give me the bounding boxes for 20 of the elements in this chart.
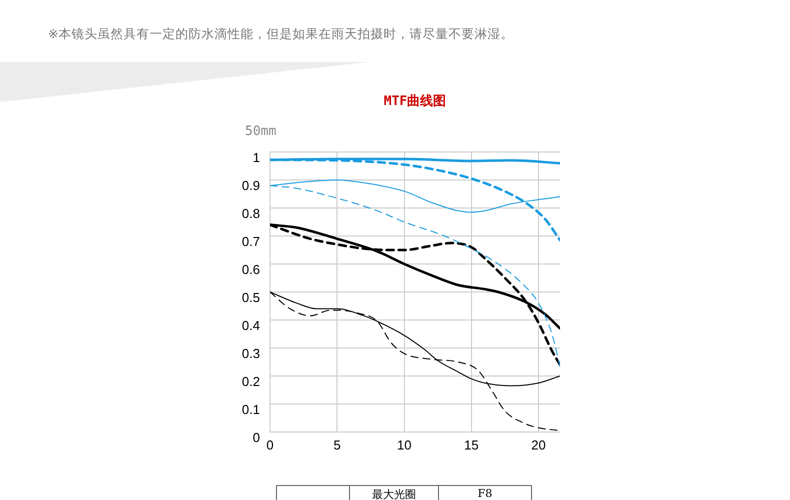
y-tick-label: 0.1 [242,402,260,418]
y-axis-title: 50mm [245,124,276,139]
y-tick-label: 0.2 [242,374,260,390]
y-tick-label: 0.5 [242,290,260,306]
y-tick-label: 0.4 [242,318,260,334]
text: F8 [438,486,532,500]
chart-title: MTF曲线图 [384,94,446,109]
x-tick-label: 15 [464,437,479,452]
x-tick-label: 0 [266,437,274,452]
y-tick-label: 0.8 [242,206,260,222]
text: 最大光圈 [350,486,438,500]
y-tick-label: 0.9 [242,178,260,194]
y-tick-label: 0.3 [242,346,260,362]
x-tick-label: 5 [334,437,341,452]
y-tick-label: 0.7 [242,234,260,250]
y-tick-label: 0.6 [242,262,260,278]
x-tick-label: 10 [397,437,412,452]
text: ※本镜头虽然具有一定的防水滴性能，但是如果在雨天拍摄时，请尽量不要淋湿。 [48,26,514,43]
y-tick-label: 1 [252,150,260,166]
x-tick-label: 20 [531,437,546,452]
